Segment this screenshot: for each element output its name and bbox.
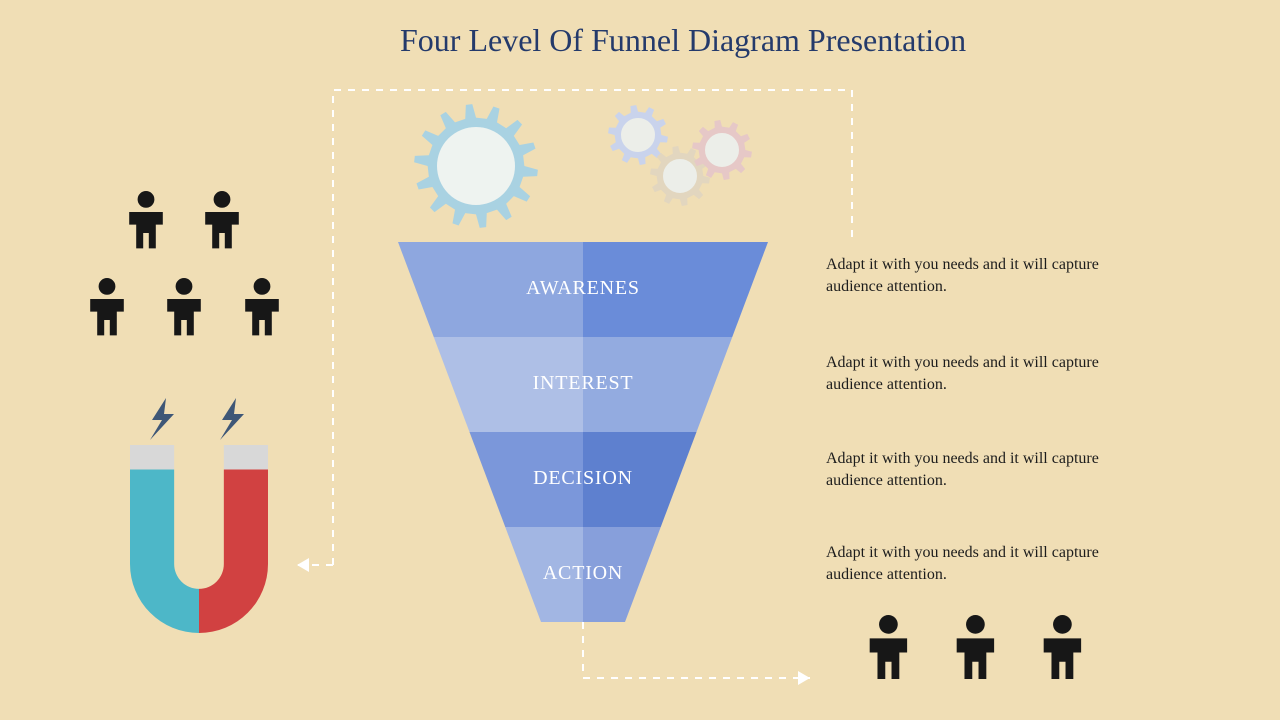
- funnel-stage-desc-0: Adapt it with you needs and it will capt…: [826, 254, 1106, 297]
- person-icon: [957, 615, 994, 679]
- person-icon: [90, 278, 124, 335]
- magnet-icon: [130, 445, 268, 633]
- funnel-stage-label-1: INTEREST: [463, 372, 703, 395]
- funnel-stage-label-3: ACTION: [463, 562, 703, 585]
- person-icon: [870, 615, 907, 679]
- person-icon: [205, 191, 239, 248]
- funnel-stage-label-2: DECISION: [463, 467, 703, 490]
- bolt-icon: [150, 398, 174, 440]
- gear-icon: [414, 104, 538, 228]
- funnel-stage-label-0: AWARENES: [463, 277, 703, 300]
- funnel-stage-desc-3: Adapt it with you needs and it will capt…: [826, 542, 1106, 585]
- person-icon: [1044, 615, 1081, 679]
- slide-canvas: Four Level Of Funnel Diagram Presentatio…: [0, 0, 1280, 720]
- person-icon: [245, 278, 279, 335]
- funnel-stage-desc-1: Adapt it with you needs and it will capt…: [826, 352, 1106, 395]
- person-icon: [167, 278, 201, 335]
- bolt-icon: [220, 398, 244, 440]
- person-icon: [129, 191, 163, 248]
- funnel-stage-desc-2: Adapt it with you needs and it will capt…: [826, 448, 1106, 491]
